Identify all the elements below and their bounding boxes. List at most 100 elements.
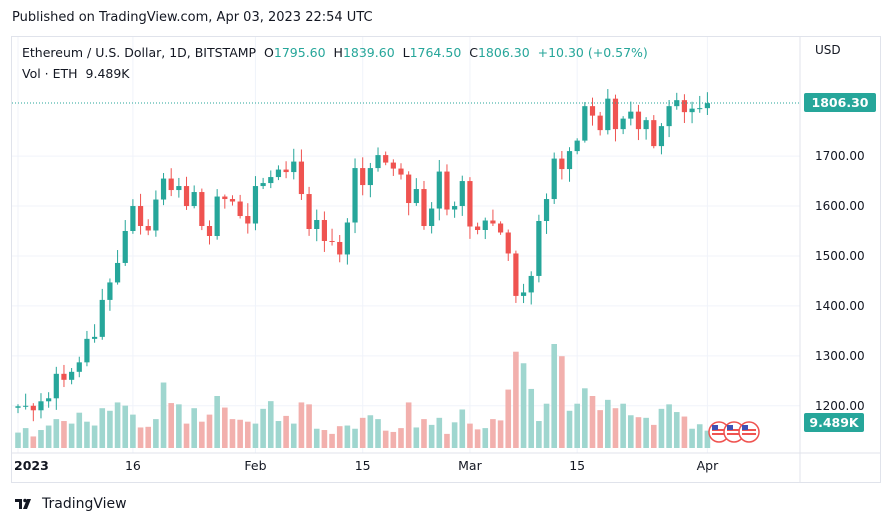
candle-body [237, 201, 243, 217]
candle [23, 393, 29, 410]
candle [76, 356, 82, 378]
tradingview-brand[interactable]: TradingView [12, 496, 127, 512]
candle-body [61, 373, 67, 380]
flag-stripe [742, 433, 756, 435]
candle [513, 250, 519, 303]
candle [245, 203, 251, 234]
candle [38, 393, 44, 419]
volume-bar [76, 412, 83, 448]
candle [367, 162, 373, 198]
economic-event-flag-icon [738, 421, 760, 443]
ohlc-legend: Ethereum / U.S. Dollar, 1D, BITSTAMP O17… [22, 45, 648, 60]
volume-bar [245, 421, 251, 448]
candle [406, 171, 412, 216]
volume-label[interactable]: Vol · ETH [22, 66, 78, 81]
candle [352, 158, 358, 234]
volume-bar [696, 424, 703, 448]
candle-body [566, 151, 573, 170]
candle-body [260, 183, 266, 187]
candle-body [689, 108, 695, 113]
candle-body [23, 405, 29, 407]
candle-body [475, 226, 481, 230]
candle [704, 92, 710, 115]
candle [543, 193, 550, 234]
candle [275, 165, 282, 181]
volume-bar [267, 401, 274, 448]
candle [145, 219, 151, 236]
currency-label[interactable]: USD [815, 43, 841, 57]
candle-body [674, 100, 680, 107]
volume-bar [559, 356, 565, 448]
high-value: 1839.60 [342, 45, 395, 60]
candle [298, 149, 305, 200]
flag-canton [712, 425, 718, 430]
volume-bar [620, 403, 626, 448]
volume-bar [222, 407, 228, 448]
candle-body [513, 253, 519, 296]
candle-body [459, 181, 465, 207]
candle-body [344, 222, 350, 255]
candle-body [122, 230, 128, 263]
candle-body [543, 199, 550, 222]
candle-body [375, 155, 381, 169]
candle [61, 364, 67, 388]
candle [344, 218, 350, 265]
candle [459, 175, 465, 216]
candle [268, 170, 274, 189]
candle [321, 211, 327, 252]
symbol-label[interactable]: Ethereum / U.S. Dollar, 1D, BITSTAMP [22, 45, 257, 60]
volume-bar [689, 428, 695, 448]
candle [597, 111, 603, 136]
volume-bar [589, 396, 596, 448]
volume-bar [490, 419, 496, 448]
volume-bar [482, 428, 489, 448]
volume-bar [15, 432, 21, 448]
candle-body [321, 220, 327, 241]
chart-frame[interactable] [11, 36, 881, 483]
candle-body [114, 262, 121, 283]
last-price-tag: 1806.30 [804, 93, 876, 112]
flag-stripe [742, 429, 756, 431]
candle-body [252, 186, 259, 224]
candle [30, 403, 36, 422]
volume-bar [214, 396, 220, 448]
volume-bar [681, 416, 688, 448]
volume-bar [306, 404, 312, 448]
volume-bar [99, 408, 106, 448]
volume-bar [359, 417, 366, 448]
candle [360, 157, 366, 196]
candle-body [482, 220, 488, 230]
volume-bar [252, 423, 259, 448]
y-tick-label: 1200.00 [815, 399, 865, 413]
candle [620, 116, 626, 135]
volume-bar [390, 431, 397, 448]
open-value: 1795.60 [273, 45, 326, 60]
candle-body [589, 106, 596, 116]
volume-bar [22, 428, 29, 448]
x-tick-label: Feb [244, 458, 266, 473]
candle [222, 194, 228, 209]
candle [505, 229, 511, 261]
y-tick-label: 1300.00 [815, 349, 865, 363]
candle-body [30, 405, 36, 411]
candle-body [383, 155, 389, 163]
candle-body [574, 140, 580, 152]
volume-bar [605, 399, 611, 448]
volume-bar [38, 430, 44, 448]
candle-body [444, 171, 450, 210]
candle-body [635, 111, 642, 130]
volume-bar [176, 404, 182, 448]
volume-bar [673, 412, 680, 448]
candle-body [314, 220, 320, 229]
volume-bar [45, 425, 52, 448]
candle-body [582, 106, 588, 141]
candle [497, 221, 504, 235]
candle-body [697, 108, 703, 110]
candle [314, 209, 320, 242]
volume-bar [436, 417, 443, 448]
candle-body [505, 232, 511, 254]
candle [137, 193, 144, 235]
volume-bar [413, 427, 420, 448]
volume-bar [543, 403, 550, 448]
